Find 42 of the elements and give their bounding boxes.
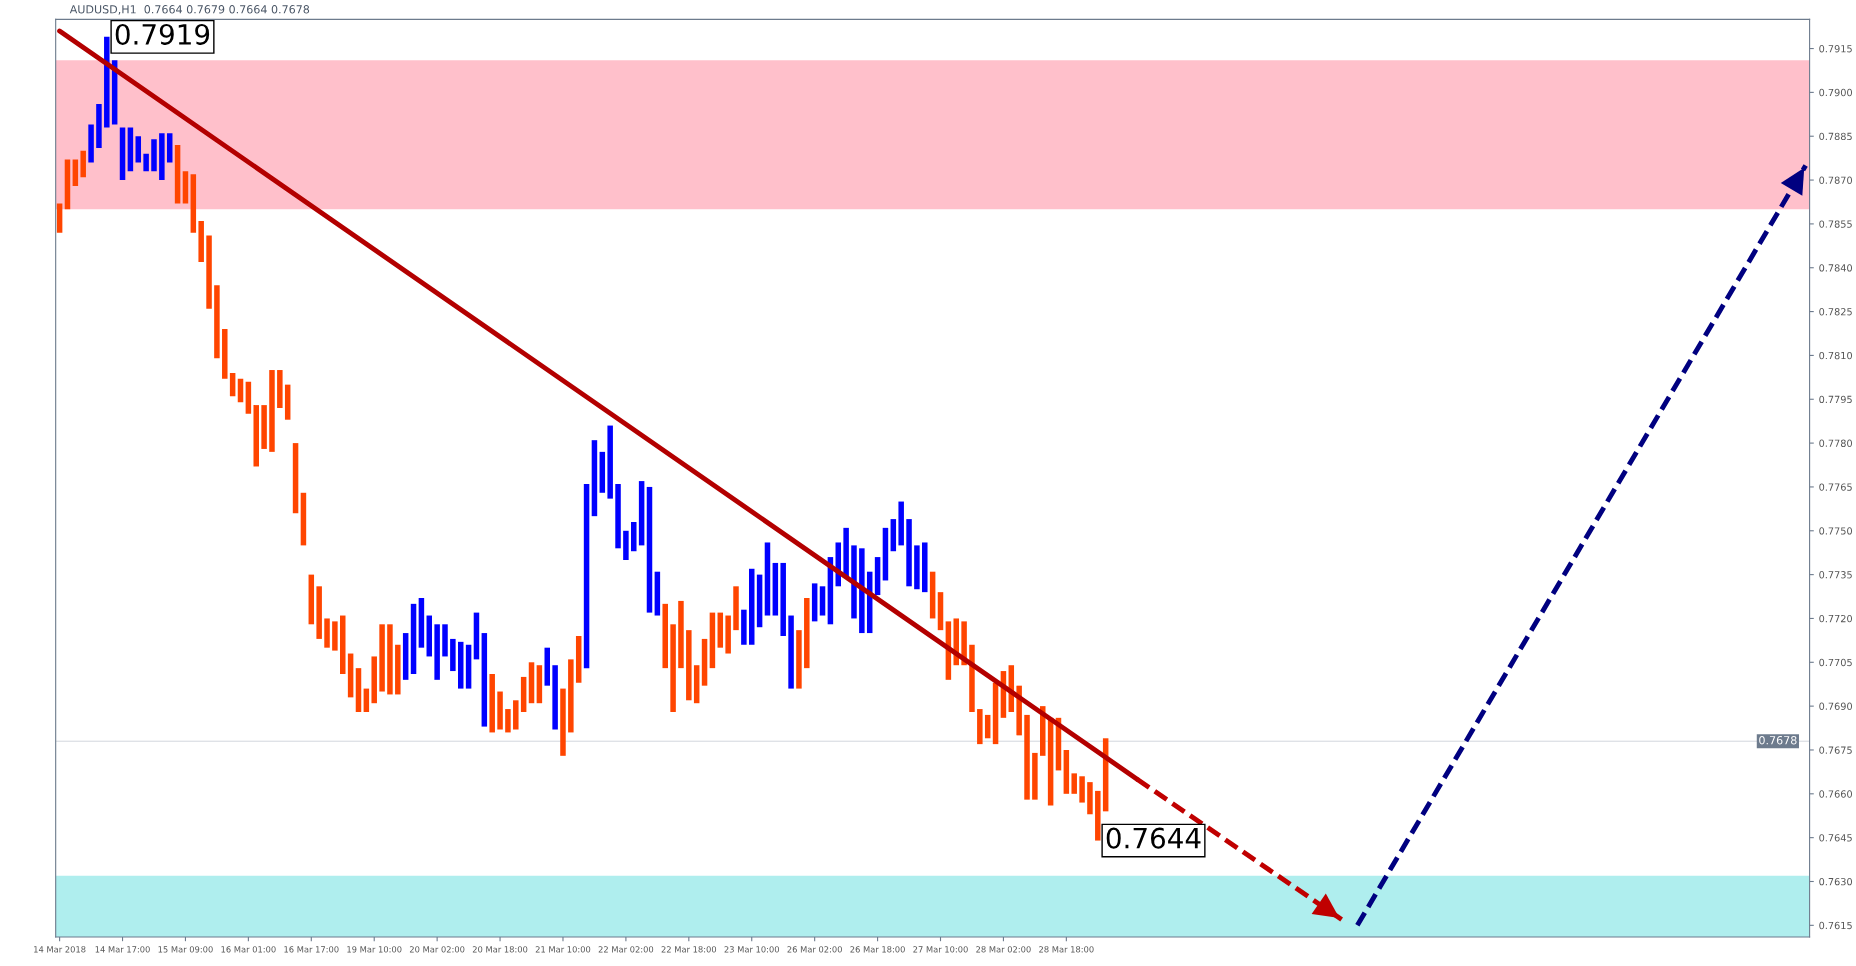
ref-line-label: 0.7678 bbox=[1759, 736, 1797, 745]
x-tick-label: 20 Mar 18:00 bbox=[472, 946, 528, 953]
y-tick-label: 0.7660 bbox=[1819, 790, 1852, 798]
x-tick-label: 15 Mar 09:00 bbox=[158, 946, 213, 953]
annotation: 0.7919 bbox=[115, 23, 210, 45]
y-tick-label: 0.7870 bbox=[1819, 176, 1852, 184]
y-tick-label: 0.7690 bbox=[1819, 702, 1852, 710]
y-tick-label: 0.7795 bbox=[1819, 395, 1852, 404]
y-tick-label: 0.7645 bbox=[1819, 834, 1852, 842]
x-tick-label: 16 Mar 17:00 bbox=[284, 946, 339, 953]
y-tick-label: 0.7810 bbox=[1819, 351, 1852, 360]
y-tick-label: 0.7765 bbox=[1819, 483, 1852, 491]
y-tick-label: 0.7915 bbox=[1819, 45, 1852, 53]
y-tick-label: 0.7705 bbox=[1819, 658, 1852, 667]
x-tick-label: 26 Mar 02:00 bbox=[787, 946, 842, 953]
x-tick-label: 14 Mar 17:00 bbox=[95, 946, 150, 953]
x-tick-label: 28 Mar 18:00 bbox=[1039, 946, 1094, 953]
y-tick-label: 0.7675 bbox=[1819, 746, 1852, 754]
annotation: 0.7644 bbox=[1106, 827, 1201, 849]
y-tick-label: 0.7885 bbox=[1819, 132, 1852, 141]
x-tick-label: 27 Mar 10:00 bbox=[913, 946, 968, 953]
y-tick-label: 0.7825 bbox=[1819, 308, 1852, 316]
chart-title: AUDUSD,H1 0.7664 0.7679 0.7664 0.7678 bbox=[69, 5, 310, 15]
y-tick-label: 0.7855 bbox=[1819, 220, 1852, 228]
x-tick-label: 20 Mar 02:00 bbox=[409, 946, 465, 953]
y-tick-label: 0.7900 bbox=[1819, 88, 1852, 97]
x-tick-label: 16 Mar 01:00 bbox=[221, 946, 276, 953]
y-tick-label: 0.7615 bbox=[1819, 921, 1852, 930]
x-tick-label: 22 Mar 18:00 bbox=[661, 946, 717, 953]
x-tick-label: 22 Mar 02:00 bbox=[598, 946, 654, 953]
x-tick-label: 14 Mar 2018 bbox=[34, 946, 86, 953]
y-tick-label: 0.7630 bbox=[1819, 877, 1852, 886]
y-tick-label: 0.7720 bbox=[1819, 614, 1852, 623]
y-tick-label: 0.7750 bbox=[1819, 527, 1852, 535]
y-tick-label: 0.7840 bbox=[1819, 264, 1852, 272]
x-tick-label: 19 Mar 10:00 bbox=[347, 946, 402, 953]
x-tick-label: 23 Mar 10:00 bbox=[724, 946, 780, 953]
y-tick-label: 0.7735 bbox=[1819, 571, 1852, 579]
y-tick-label: 0.7780 bbox=[1819, 439, 1852, 447]
x-tick-label: 26 Mar 18:00 bbox=[850, 946, 905, 953]
x-tick-label: 21 Mar 10:00 bbox=[535, 946, 591, 953]
x-tick-label: 28 Mar 02:00 bbox=[976, 946, 1031, 953]
